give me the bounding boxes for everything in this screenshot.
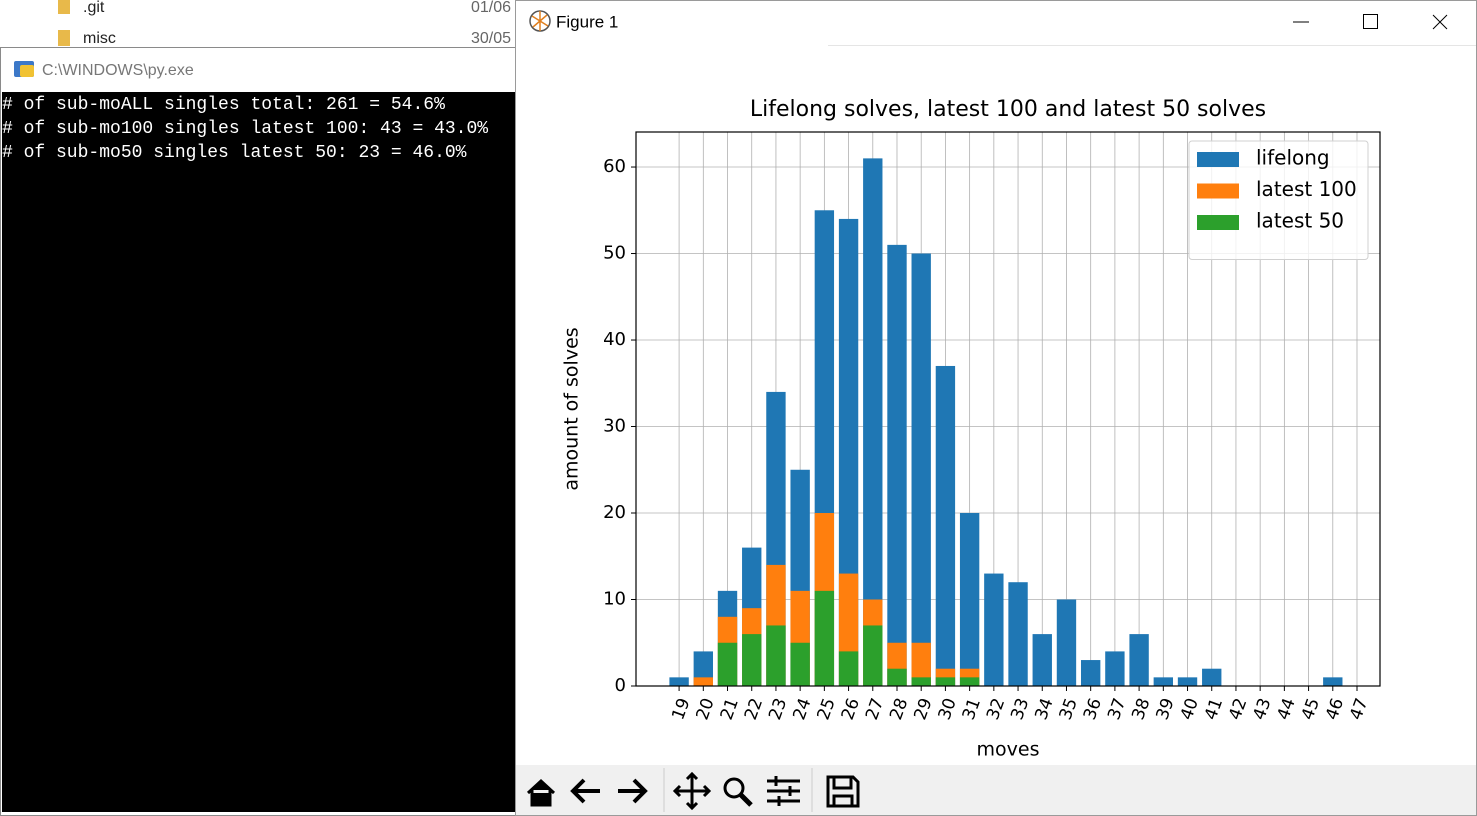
- bar: [1129, 634, 1149, 686]
- back-button[interactable]: [570, 778, 600, 804]
- bar: [959, 677, 980, 686]
- file-name[interactable]: .git: [83, 0, 105, 16]
- legend-label: lifelong: [1256, 146, 1330, 170]
- y-tick-label: 30: [603, 416, 626, 437]
- bar: [887, 244, 907, 686]
- bar: [838, 651, 859, 686]
- console-line: # of sub-mo100 singles latest 100: 43 = …: [2, 119, 488, 139]
- legend-swatch: [1197, 152, 1239, 167]
- console-line: # of sub-moALL singles total: 261 = 54.6…: [2, 95, 445, 115]
- console-title: C:\WINDOWS\py.exe: [42, 62, 194, 79]
- bar: [669, 677, 689, 686]
- bar: [1202, 668, 1222, 686]
- y-tick-label: 50: [603, 243, 626, 264]
- console-body: [2, 92, 515, 812]
- bar: [1153, 677, 1173, 686]
- y-tick-label: 0: [615, 675, 626, 696]
- explorer: [0, 0, 515, 47]
- y-tick-label: 60: [603, 156, 626, 177]
- bar: [838, 218, 859, 686]
- x-axis-label: moves: [977, 739, 1040, 761]
- console-icon: [20, 65, 34, 77]
- window-title: Figure 1: [556, 12, 618, 31]
- save-button[interactable]: [826, 775, 860, 808]
- bar: [984, 573, 1004, 686]
- folder-icon: [58, 30, 70, 46]
- bar: [693, 677, 713, 686]
- legend-swatch: [1197, 183, 1239, 199]
- bar: [911, 253, 931, 686]
- y-axis-label: amount of solves: [561, 327, 583, 490]
- bar: [959, 513, 980, 686]
- legend-label: latest 50: [1256, 209, 1344, 233]
- bar: [1080, 660, 1101, 686]
- bar: [911, 677, 931, 686]
- figure-window: [515, 0, 1477, 816]
- plot-frame: [635, 131, 1381, 687]
- y-tick-label: 40: [603, 329, 626, 350]
- file-date: 01/06: [471, 0, 511, 16]
- bar: [814, 590, 835, 686]
- maximize-button[interactable]: [1363, 14, 1378, 29]
- figure-icon: [531, 11, 549, 31]
- bar: [887, 668, 907, 686]
- bar: [1177, 677, 1198, 686]
- close-button[interactable]: [1432, 14, 1448, 30]
- forward-button[interactable]: [618, 778, 648, 804]
- toolbar: [516, 765, 1476, 815]
- y-tick-label: 20: [603, 502, 626, 523]
- bar: [1008, 582, 1028, 686]
- file-name[interactable]: misc: [83, 30, 116, 47]
- console-text: # of sub-moALL singles total: 261 = 54.6…: [2, 95, 488, 163]
- bar: [1323, 677, 1343, 686]
- legend-swatch: [1197, 215, 1239, 230]
- bar: [863, 625, 883, 686]
- bar: [935, 365, 956, 686]
- bar: [1105, 651, 1125, 686]
- bar: [1032, 634, 1052, 686]
- zoom-button[interactable]: [723, 777, 745, 799]
- bar: [911, 642, 931, 686]
- home-button[interactable]: [526, 778, 556, 807]
- bar: [717, 642, 738, 686]
- pan-button[interactable]: [672, 771, 712, 811]
- bar: [863, 158, 883, 686]
- bar: [766, 625, 786, 686]
- bar: [742, 634, 762, 686]
- bar: [1056, 599, 1077, 686]
- zoom-button[interactable]: [739, 793, 753, 807]
- y-tick-label: 10: [603, 589, 626, 610]
- folder-icon: [58, 0, 70, 14]
- file-date: 30/05: [471, 30, 511, 47]
- configure-button[interactable]: [767, 776, 800, 806]
- console-line: # of sub-mo50 singles latest 50: 23 = 46…: [2, 143, 467, 163]
- legend-label: latest 100: [1256, 177, 1357, 201]
- bar: [790, 642, 810, 686]
- chart-title: Lifelong solves, latest 100 and latest 5…: [750, 97, 1266, 122]
- bar: [935, 677, 956, 686]
